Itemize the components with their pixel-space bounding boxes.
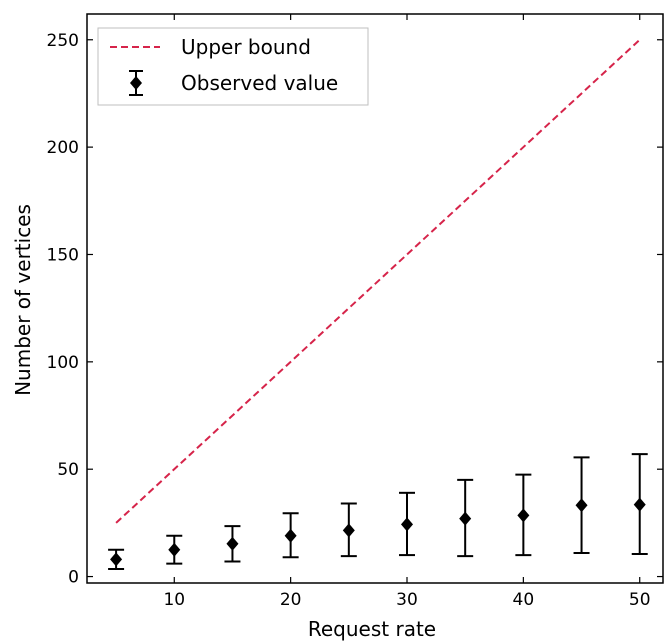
observed-marker <box>459 511 472 526</box>
observed-point <box>631 453 648 556</box>
y-tick-label: 150 <box>47 245 79 265</box>
observed-point <box>166 534 183 565</box>
legend-frame <box>97 27 369 106</box>
x-tick-label: 40 <box>513 590 535 610</box>
legend-observed-swatch <box>129 70 143 96</box>
observed-marker <box>401 517 413 532</box>
x-tick-label: 10 <box>163 590 185 610</box>
x-axis-label: Request rate <box>308 617 436 641</box>
observed-marker <box>110 552 123 567</box>
axes: 10 20 30 40 50 0 50 100 150 200 250 <box>47 13 664 610</box>
observed-point <box>282 512 299 559</box>
observed-point <box>573 456 590 554</box>
observed-marker <box>575 498 588 513</box>
observed-marker <box>342 523 355 538</box>
y-tick-label: 100 <box>47 353 79 373</box>
observed-point <box>399 491 415 557</box>
observed-marker <box>633 497 646 512</box>
observed-marker <box>284 528 297 543</box>
x-tick-label: 20 <box>280 590 302 610</box>
plot-area <box>108 39 648 571</box>
legend: Upper bound Observed value <box>97 27 369 106</box>
legend-upper-bound-label: Upper bound <box>181 35 311 59</box>
x-tick-label: 50 <box>629 590 651 610</box>
y-tick-label: 50 <box>57 460 79 480</box>
observed-marker <box>226 536 239 551</box>
y-tick-label: 0 <box>68 568 79 588</box>
y-tick-label: 250 <box>47 31 79 51</box>
legend-observed-label: Observed value <box>181 71 338 95</box>
observed-marker <box>517 508 530 523</box>
observed-point <box>515 473 532 557</box>
observed-point <box>340 502 357 558</box>
observed-point <box>108 548 125 571</box>
observed-point <box>457 478 474 558</box>
axes-frame <box>86 13 664 584</box>
y-axis-label: Number of vertices <box>11 204 35 396</box>
observed-marker <box>168 542 181 557</box>
x-tick-label: 30 <box>396 590 418 610</box>
upper-bound-line <box>115 39 641 524</box>
observed-point <box>224 525 241 563</box>
y-tick-label: 200 <box>47 138 79 158</box>
